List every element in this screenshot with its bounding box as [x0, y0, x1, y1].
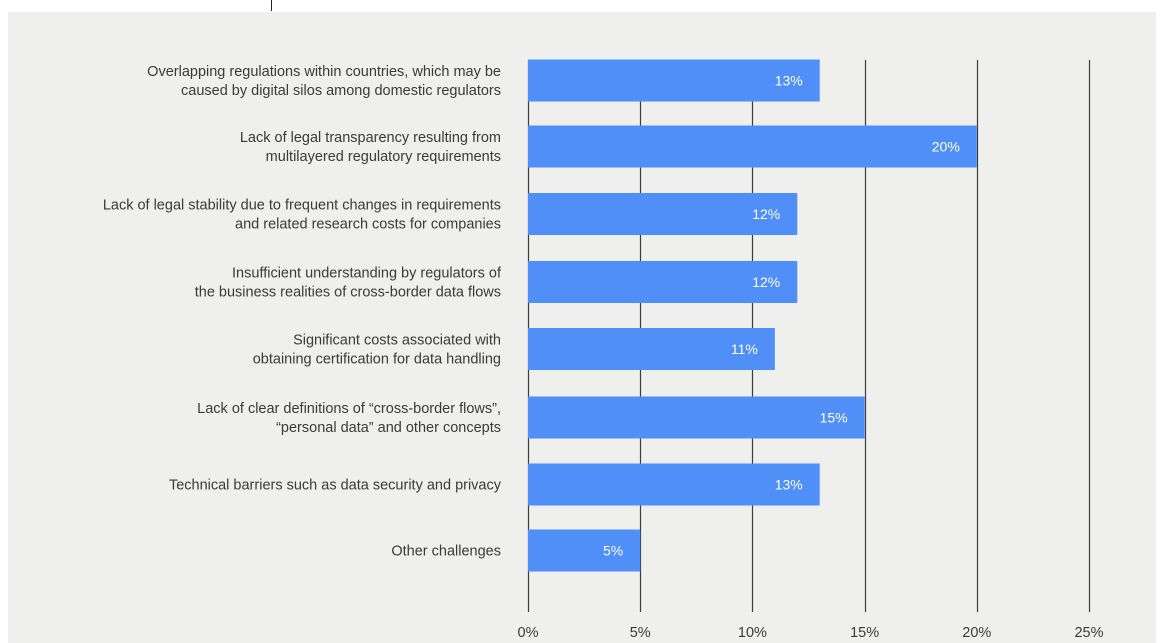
bar-value-label-1: 20% — [932, 139, 960, 155]
bar-4 — [528, 328, 775, 370]
bar-7 — [528, 529, 641, 572]
category-label-2-line-1: and related research costs for companies — [235, 217, 501, 233]
x-tick-label-4: 20% — [962, 625, 991, 641]
bar-5 — [528, 396, 865, 439]
category-label-5-line-0: Lack of clear definitions of “cross-bord… — [197, 401, 501, 417]
x-axis-ticks: 0% 5% 10% 15% 20% 25% — [518, 625, 1104, 641]
category-label-6-line-0: Technical barriers such as data security… — [169, 478, 502, 494]
bar-value-label-4: 11% — [731, 341, 758, 357]
category-labels: Overlapping regulations within countries… — [103, 64, 502, 560]
bar-1 — [528, 125, 977, 168]
category-label-2-line-0: Lack of legal stability due to frequent … — [103, 198, 501, 214]
bar-value-label-7: 5% — [603, 543, 623, 559]
category-label-0-line-1: caused by digital silos among domestic r… — [181, 83, 501, 99]
x-tick-label-2: 10% — [738, 625, 767, 641]
category-label-5-line-1: “personal data” and other concepts — [276, 420, 501, 436]
category-label-0-line-0: Overlapping regulations within countries… — [147, 64, 501, 80]
x-tick-label-3: 15% — [850, 625, 879, 641]
x-tick-label-1: 5% — [630, 625, 651, 641]
bar-value-label-2: 12% — [752, 206, 780, 222]
category-label-4-line-0: Significant costs associated with — [293, 333, 501, 349]
category-label-7-line-0: Other challenges — [391, 544, 501, 560]
bar-value-label-0: 13% — [775, 73, 803, 89]
bar-6 — [528, 463, 820, 506]
bar-3 — [528, 261, 798, 303]
bars: 13% 20% 12% 12% 11% 15% 13% 5% — [528, 59, 977, 572]
bar-2 — [528, 193, 798, 235]
bar-0 — [528, 59, 820, 102]
x-tick-label-5: 25% — [1074, 625, 1103, 641]
top-strip — [0, 0, 1163, 12]
top-divider-tick — [271, 0, 272, 11]
x-tick-label-0: 0% — [518, 625, 539, 641]
category-label-1-line-0: Lack of legal transparency resulting fro… — [240, 130, 501, 146]
category-label-4-line-1: obtaining certification for data handlin… — [253, 352, 501, 368]
bar-value-label-5: 15% — [820, 410, 848, 426]
category-label-1-line-1: multilayered regulatory requirements — [266, 149, 501, 165]
bar-value-label-3: 12% — [752, 274, 780, 290]
bar-value-label-6: 13% — [775, 477, 803, 493]
category-label-3-line-1: the business realities of cross-border d… — [195, 285, 501, 301]
category-label-3-line-0: Insufficient understanding by regulators… — [232, 266, 502, 282]
